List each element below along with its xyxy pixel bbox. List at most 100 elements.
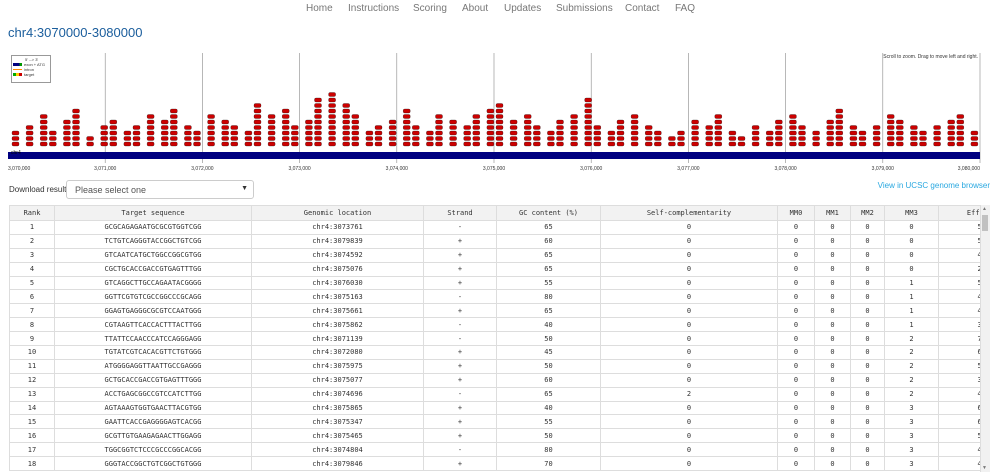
- target-glyph[interactable]: [365, 130, 374, 136]
- target-glyph[interactable]: [72, 141, 80, 147]
- target-glyph[interactable]: [230, 141, 238, 147]
- target-glyph[interactable]: [584, 119, 592, 125]
- table-row[interactable]: 14 AGTAAAGTGGTGAACTTACGTGG chr4:3075865 +40…: [9, 400, 990, 416]
- target-glyph[interactable]: [630, 114, 639, 119]
- target-glyph[interactable]: [593, 136, 601, 141]
- target-glyph[interactable]: [314, 97, 322, 103]
- target-glyph[interactable]: [463, 125, 471, 130]
- target-glyph[interactable]: [328, 130, 336, 136]
- target-glyph[interactable]: [253, 108, 262, 114]
- table-row[interactable]: 12 GCTGCACCGACCGTGAGTTTGGG chr4:3075077 +60…: [9, 372, 990, 388]
- table-row[interactable]: 4 CGCTGCACCGACCGTGAGTTTGG chr4:3075076 +65 0…: [9, 261, 990, 277]
- target-glyph[interactable]: [486, 130, 495, 136]
- target-glyph[interactable]: [826, 125, 834, 130]
- target-glyph[interactable]: [910, 141, 918, 147]
- target-glyph[interactable]: [495, 136, 504, 141]
- target-glyph[interactable]: [495, 130, 504, 136]
- target-glyph[interactable]: [449, 141, 457, 147]
- target-glyph[interactable]: [668, 136, 676, 141]
- table-row[interactable]: 18 GGGTACCGGCTGTCGGCTGTGGG chr4:3079846 +70…: [9, 456, 990, 472]
- target-glyph[interactable]: [170, 136, 178, 141]
- target-glyph[interactable]: [775, 130, 783, 136]
- target-glyph[interactable]: [533, 141, 541, 147]
- target-glyph[interactable]: [412, 130, 420, 136]
- column-header[interactable]: MM1: [814, 205, 851, 221]
- target-glyph[interactable]: [100, 125, 108, 130]
- table-row[interactable]: 6 GGTTCGTGTCGCCGGCCCGCAGG chr4:3075163-80 0…: [9, 289, 990, 305]
- target-glyph[interactable]: [524, 136, 532, 141]
- target-glyph[interactable]: [328, 141, 336, 147]
- target-glyph[interactable]: [100, 130, 108, 136]
- target-glyph[interactable]: [170, 114, 178, 119]
- nav-instructions[interactable]: Instructions: [348, 3, 400, 14]
- target-glyph[interactable]: [826, 141, 834, 147]
- target-glyph[interactable]: [677, 141, 685, 147]
- target-glyph[interactable]: [435, 141, 443, 147]
- target-glyph[interactable]: [789, 130, 797, 136]
- target-glyph[interactable]: [86, 136, 94, 141]
- target-glyph[interactable]: [956, 125, 964, 130]
- target-glyph[interactable]: [351, 136, 359, 141]
- target-glyph[interactable]: [132, 141, 141, 147]
- target-glyph[interactable]: [570, 130, 578, 136]
- target-glyph[interactable]: [630, 136, 639, 141]
- target-glyph[interactable]: [403, 119, 411, 125]
- target-glyph[interactable]: [970, 136, 979, 141]
- target-glyph[interactable]: [253, 125, 262, 130]
- target-glyph[interactable]: [305, 119, 313, 125]
- target-glyph[interactable]: [616, 130, 625, 136]
- target-glyph[interactable]: [570, 125, 578, 130]
- target-glyph[interactable]: [789, 119, 797, 125]
- target-glyph[interactable]: [253, 130, 262, 136]
- target-glyph[interactable]: [123, 136, 132, 141]
- target-glyph[interactable]: [305, 136, 313, 141]
- target-glyph[interactable]: [775, 119, 783, 125]
- target-glyph[interactable]: [63, 125, 71, 130]
- scroll-down-icon[interactable]: ▼: [982, 465, 987, 471]
- target-glyph[interactable]: [509, 136, 518, 141]
- target-glyph[interactable]: [714, 130, 722, 136]
- target-glyph[interactable]: [100, 141, 108, 147]
- target-glyph[interactable]: [607, 141, 616, 147]
- target-glyph[interactable]: [766, 130, 774, 136]
- target-glyph[interactable]: [486, 125, 495, 130]
- target-glyph[interactable]: [691, 141, 699, 147]
- target-glyph[interactable]: [616, 125, 625, 130]
- target-glyph[interactable]: [705, 130, 713, 136]
- nav-updates[interactable]: Updates: [504, 3, 542, 14]
- column-header[interactable]: Rank: [9, 205, 55, 221]
- target-glyph[interactable]: [677, 136, 685, 141]
- target-glyph[interactable]: [267, 125, 276, 130]
- nav-home[interactable]: Home: [306, 3, 333, 14]
- target-glyph[interactable]: [267, 114, 276, 119]
- target-glyph[interactable]: [426, 141, 434, 147]
- target-glyph[interactable]: [533, 125, 541, 130]
- target-glyph[interactable]: [253, 119, 262, 125]
- target-glyph[interactable]: [244, 141, 253, 147]
- target-glyph[interactable]: [109, 125, 117, 130]
- target-glyph[interactable]: [63, 136, 71, 141]
- target-glyph[interactable]: [193, 141, 201, 147]
- target-glyph[interactable]: [25, 141, 34, 147]
- target-glyph[interactable]: [887, 125, 895, 130]
- nav-scoring[interactable]: Scoring: [413, 3, 447, 14]
- target-glyph[interactable]: [593, 141, 601, 147]
- target-glyph[interactable]: [291, 141, 299, 147]
- target-glyph[interactable]: [737, 141, 746, 147]
- target-glyph[interactable]: [207, 114, 215, 119]
- target-glyph[interactable]: [403, 130, 411, 136]
- target-glyph[interactable]: [509, 141, 518, 147]
- target-glyph[interactable]: [342, 103, 350, 108]
- target-glyph[interactable]: [11, 136, 20, 141]
- target-glyph[interactable]: [72, 119, 80, 125]
- target-glyph[interactable]: [509, 125, 518, 130]
- target-glyph[interactable]: [221, 141, 229, 147]
- target-glyph[interactable]: [25, 136, 34, 141]
- target-glyph[interactable]: [449, 125, 457, 130]
- target-glyph[interactable]: [910, 130, 918, 136]
- target-glyph[interactable]: [472, 130, 480, 136]
- target-glyph[interactable]: [305, 130, 313, 136]
- target-glyph[interactable]: [835, 119, 843, 125]
- target-glyph[interactable]: [314, 119, 322, 125]
- target-glyph[interactable]: [161, 125, 169, 130]
